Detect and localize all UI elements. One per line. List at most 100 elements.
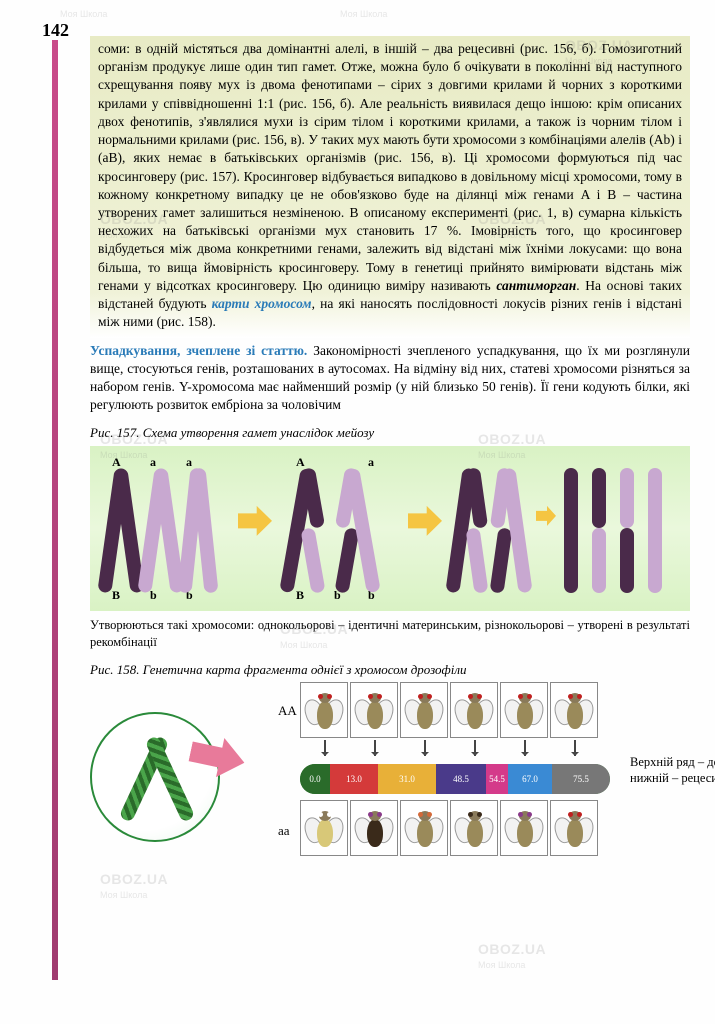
genetic-map-bar: 0.013.031.048.554.567.075.5	[300, 764, 610, 794]
para2-lead: Успадкування, зчеплене зі статтю.	[90, 343, 307, 358]
chromatid	[620, 528, 634, 593]
fly-eye	[568, 812, 573, 817]
fly-body	[317, 819, 333, 847]
fig157-stage1: A a a B b b	[98, 456, 228, 601]
chromatid	[300, 527, 325, 593]
arrow-down-icon	[474, 740, 476, 756]
fly-box	[400, 800, 448, 856]
main-content: соми: в одній містяться два домінантні а…	[90, 36, 690, 862]
fly-body	[517, 701, 533, 729]
fly-box	[350, 800, 398, 856]
page-number: 142	[42, 18, 69, 42]
fly-row-bottom	[300, 800, 598, 856]
chromatid	[592, 528, 606, 593]
fly-eye	[427, 694, 432, 699]
label-B: B	[112, 587, 120, 603]
fly-eye	[377, 694, 382, 699]
chromatid	[620, 468, 634, 528]
fly-eye	[577, 812, 582, 817]
fig157-stage4	[564, 456, 684, 601]
fly-box	[400, 682, 448, 738]
fly-box	[550, 800, 598, 856]
arrow-icon	[408, 506, 442, 536]
watermark: Моя Школа	[340, 8, 387, 20]
fig158-caption: Рис. 158. Генетична карта фрагмента одні…	[90, 661, 690, 679]
fig158-right-caption: Верхній ряд – домінантні ознаки, нижній …	[630, 754, 715, 787]
arrow-down-icon	[574, 740, 576, 756]
chromatid	[592, 468, 606, 528]
fly-eye	[568, 694, 573, 699]
paragraph-1: соми: в одній містяться два домінантні а…	[90, 36, 690, 338]
watermark: OBOZ.UAМоя Школа	[100, 870, 168, 901]
label-a: a	[368, 454, 374, 470]
fig158-diagram: AA aa 0.013.031.048.554.567.075.5 Верхні…	[90, 682, 690, 862]
label-a: a	[186, 454, 192, 470]
map-segment: 54.5	[486, 764, 508, 794]
fly-eye	[477, 812, 482, 817]
arrow-down-icon	[374, 740, 376, 756]
fly-eye	[577, 694, 582, 699]
fly-box	[350, 682, 398, 738]
fly-eye	[418, 812, 423, 817]
map-segment: 31.0	[378, 764, 436, 794]
chrom-arm	[145, 735, 196, 822]
fly-eye	[527, 812, 532, 817]
fly-eye	[477, 694, 482, 699]
arrow-icon	[536, 506, 556, 526]
term-karty-khromosom: карти хромосом	[212, 296, 312, 311]
fly-body	[567, 819, 583, 847]
fig157-caption: Рис. 157. Схема утворення гамет унаслідо…	[90, 424, 690, 442]
arrow-icon	[238, 506, 272, 536]
fly-eye	[318, 812, 323, 817]
fly-eye	[327, 812, 332, 817]
chromosome-x	[117, 734, 197, 824]
arrow-down-icon	[424, 740, 426, 756]
fly-box	[300, 800, 348, 856]
fly-box	[500, 800, 548, 856]
arrow-down-icon	[524, 740, 526, 756]
fly-eye	[318, 694, 323, 699]
fly-body	[517, 819, 533, 847]
fly-body	[417, 701, 433, 729]
fig157-stage3	[450, 456, 530, 601]
arrow-down-icon	[324, 740, 326, 756]
fly-box	[500, 682, 548, 738]
chromatid	[648, 468, 662, 593]
map-segment: 48.5	[436, 764, 486, 794]
fly-body	[417, 819, 433, 847]
fig157-stage2: A a B b b	[282, 456, 402, 601]
fly-eye	[468, 694, 473, 699]
fly-eye	[368, 812, 373, 817]
fly-body	[567, 701, 583, 729]
fly-box	[550, 682, 598, 738]
fig158-chromosome-circle	[90, 682, 270, 862]
fly-body	[467, 701, 483, 729]
label-a: a	[150, 454, 156, 470]
fly-box	[450, 800, 498, 856]
fly-body	[367, 819, 383, 847]
fly-eye	[518, 812, 523, 817]
fly-eye	[377, 812, 382, 817]
term-santimorgan: сантиморган	[496, 278, 576, 293]
fly-eye	[527, 694, 532, 699]
fig157-subcaption: Утворюються такі хромосоми: однокольоров…	[90, 617, 690, 651]
fly-eye	[468, 812, 473, 817]
fly-eye	[327, 694, 332, 699]
label-aa: aa	[278, 822, 290, 840]
fly-eye	[368, 694, 373, 699]
chromatid	[334, 527, 359, 593]
para1-text-a: соми: в одній містяться два домінантні а…	[98, 41, 682, 293]
watermark: OBOZ.UAМоя Школа	[478, 940, 546, 971]
map-segment: 0.0	[300, 764, 330, 794]
fly-body	[367, 701, 383, 729]
fly-body	[467, 819, 483, 847]
fly-eye	[427, 812, 432, 817]
fly-row-top	[300, 682, 598, 738]
paragraph-2: Успадкування, зчеплене зі статтю. Законо…	[90, 342, 690, 415]
map-segment: 67.0	[508, 764, 552, 794]
map-segment: 75.5	[552, 764, 610, 794]
fly-body	[317, 701, 333, 729]
fly-box	[300, 682, 348, 738]
fly-eye	[418, 694, 423, 699]
label-AA: AA	[278, 702, 297, 720]
